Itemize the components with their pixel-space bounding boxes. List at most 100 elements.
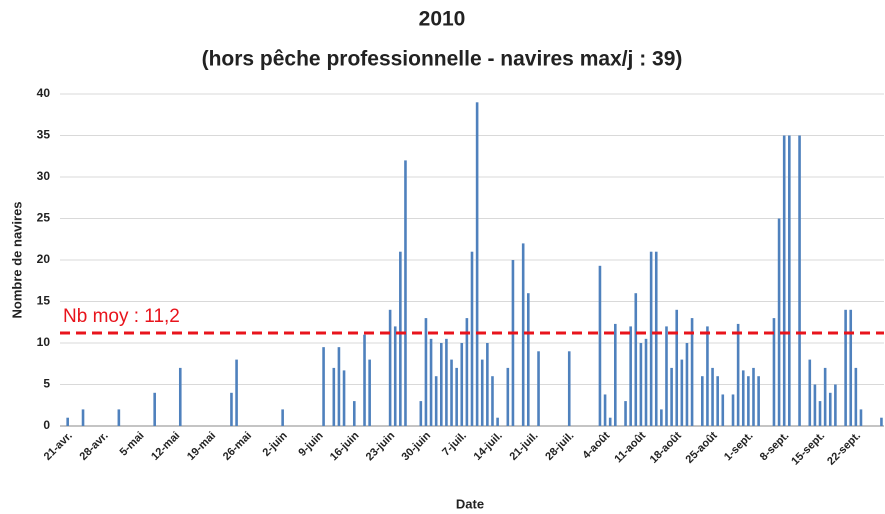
x-tick-label: 19-mai — [185, 430, 218, 463]
bar — [368, 359, 371, 426]
bar — [741, 370, 745, 426]
bar — [880, 417, 883, 426]
bar — [608, 417, 612, 426]
bar — [496, 417, 499, 426]
bar — [649, 251, 653, 426]
x-tick-label: 28-avr. — [78, 430, 111, 463]
bar — [506, 367, 510, 426]
bar — [634, 293, 638, 426]
bar — [567, 351, 571, 426]
bar — [690, 318, 694, 426]
bar — [757, 376, 760, 426]
bar — [624, 401, 627, 426]
bar — [685, 343, 689, 426]
bar — [419, 401, 423, 426]
bar — [337, 347, 341, 426]
x-tick-label: 8-sept. — [758, 430, 792, 464]
bar — [603, 394, 607, 426]
bar — [81, 409, 85, 426]
x-tick-label: 16-juin — [328, 429, 362, 463]
bar — [706, 326, 709, 426]
bar — [808, 359, 812, 426]
bar — [644, 338, 648, 426]
x-tick-label: 28-juil. — [543, 430, 576, 463]
bar — [235, 359, 238, 426]
bar — [701, 376, 704, 426]
bar — [521, 243, 525, 426]
bar — [772, 318, 776, 426]
bar — [475, 102, 479, 427]
bar — [823, 367, 827, 426]
bar — [322, 347, 325, 426]
y-tick-label: 30 — [37, 169, 51, 183]
bar — [782, 135, 786, 426]
bar — [777, 218, 781, 426]
y-tick-label: 10 — [37, 335, 51, 349]
x-tick-label: 9-juin — [296, 430, 325, 459]
y-tick-label: 25 — [37, 211, 51, 225]
y-tick-label: 40 — [37, 86, 51, 100]
x-tick-label: 4-août — [580, 429, 612, 461]
x-tick-label: 15-sept. — [789, 430, 827, 468]
x-tick-label: 18-août — [648, 429, 684, 465]
x-tick-label: 1-sept. — [722, 430, 756, 464]
bar — [465, 318, 469, 426]
bar — [828, 392, 832, 426]
bar — [654, 251, 658, 426]
bar — [455, 367, 458, 426]
bar — [798, 135, 801, 426]
bar — [716, 376, 719, 426]
bar — [434, 376, 438, 426]
bar — [117, 409, 121, 426]
bar — [818, 401, 822, 426]
y-axis-label: Nombre de navires — [9, 201, 24, 318]
x-axis-label: Date — [456, 496, 484, 511]
bar — [230, 392, 233, 426]
x-tick-label: 2-juin — [261, 430, 290, 459]
bar — [675, 309, 679, 426]
x-tick-label: 23-juin — [364, 429, 398, 463]
bar — [747, 376, 750, 426]
x-tick-label: 14-juil. — [472, 430, 505, 463]
bar — [393, 326, 397, 426]
bar — [460, 343, 464, 426]
y-tick-label: 5 — [43, 377, 50, 391]
bar — [399, 251, 402, 426]
bar — [731, 394, 735, 426]
bar — [486, 343, 489, 426]
chart-subtitle: (hors pêche professionnelle - navires ma… — [202, 48, 683, 71]
bar — [849, 309, 853, 426]
bar — [844, 309, 847, 426]
bar — [598, 265, 602, 426]
bar — [788, 135, 791, 426]
bar — [404, 160, 407, 426]
bar — [629, 326, 632, 426]
bar — [153, 392, 156, 426]
bar — [721, 394, 725, 426]
bar — [429, 338, 433, 426]
bar — [480, 359, 484, 426]
bar — [614, 323, 617, 426]
bar — [834, 384, 837, 426]
x-tick-label: 21-avr. — [42, 430, 75, 463]
y-tick-label: 0 — [43, 418, 50, 432]
bar — [281, 409, 284, 426]
y-tick-label: 35 — [37, 128, 51, 142]
bar — [736, 323, 740, 426]
bar — [363, 334, 366, 426]
bar — [670, 367, 673, 426]
x-tick-label: 21-juil. — [507, 430, 540, 463]
x-tick-label: 5-mai — [118, 430, 147, 459]
bar — [178, 367, 182, 426]
x-tick-label: 30-juin — [400, 429, 434, 463]
x-tick-label: 11-août — [612, 429, 648, 465]
bar — [680, 359, 684, 426]
bar — [342, 370, 346, 426]
y-tick-label: 15 — [37, 294, 51, 308]
y-tick-label: 20 — [37, 252, 51, 266]
bar — [332, 367, 336, 426]
x-tick-label: 12-mai — [149, 430, 182, 463]
x-tick-label: 25-août — [684, 429, 720, 465]
bar — [526, 293, 530, 426]
bar — [424, 318, 428, 426]
